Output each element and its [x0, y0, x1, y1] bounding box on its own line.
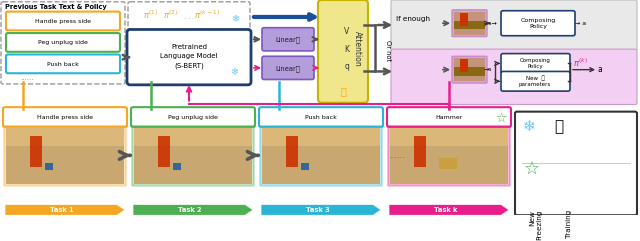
FancyBboxPatch shape [6, 12, 120, 30]
Text: New: New [529, 210, 535, 226]
Text: Linear🔥: Linear🔥 [276, 66, 300, 72]
FancyBboxPatch shape [128, 2, 250, 30]
FancyBboxPatch shape [387, 107, 511, 127]
Text: $\pi^{(k-1)}$: $\pi^{(k-1)}$ [194, 8, 220, 21]
Text: Peg unplug side: Peg unplug side [168, 115, 218, 120]
Text: 🔥: 🔥 [340, 86, 346, 96]
Text: ❄: ❄ [230, 67, 238, 77]
Text: $...$: $...$ [183, 12, 195, 21]
Bar [460, 59, 468, 72]
Text: ❄: ❄ [523, 119, 536, 134]
Bar [6, 128, 124, 184]
FancyBboxPatch shape [259, 107, 383, 127]
FancyBboxPatch shape [6, 33, 120, 52]
Text: →s: →s [484, 67, 493, 72]
Text: Peg unplug side: Peg unplug side [38, 40, 88, 45]
FancyBboxPatch shape [501, 11, 575, 36]
Text: Composing
Policy: Composing Policy [520, 58, 550, 69]
FancyBboxPatch shape [391, 0, 637, 51]
Polygon shape [5, 205, 125, 215]
Text: Task 3: Task 3 [306, 207, 330, 213]
Bar [262, 128, 380, 184]
Text: Task 1: Task 1 [50, 207, 74, 213]
Text: Or not: Or not [385, 40, 391, 61]
Text: Task k: Task k [435, 207, 458, 213]
Polygon shape [389, 205, 509, 215]
FancyBboxPatch shape [515, 112, 637, 215]
Bar [301, 162, 309, 170]
Text: ❄: ❄ [231, 14, 239, 24]
Bar [454, 12, 485, 35]
Text: $\pi^{(2)}$: $\pi^{(2)}$ [163, 8, 179, 21]
FancyBboxPatch shape [262, 28, 314, 51]
Bar [173, 162, 181, 170]
FancyBboxPatch shape [452, 10, 487, 37]
Text: Linear🔥: Linear🔥 [276, 37, 300, 43]
Bar [454, 67, 485, 76]
Text: → a: → a [575, 21, 586, 26]
Text: $\pi^{(1)}$: $\pi^{(1)}$ [143, 8, 158, 21]
FancyBboxPatch shape [131, 107, 255, 127]
Text: ......: ...... [20, 75, 33, 81]
FancyBboxPatch shape [132, 126, 254, 186]
Bar [390, 128, 508, 146]
Text: Handle press side: Handle press side [35, 19, 91, 24]
Bar [390, 128, 508, 184]
FancyBboxPatch shape [4, 126, 126, 186]
FancyBboxPatch shape [262, 56, 314, 80]
Text: V: V [344, 27, 349, 36]
Polygon shape [133, 205, 253, 215]
Bar [414, 136, 426, 167]
Bar [134, 128, 252, 146]
Bar [30, 136, 42, 167]
Text: Training: Training [566, 210, 572, 238]
Text: Composing
Policy: Composing Policy [520, 18, 556, 29]
FancyBboxPatch shape [501, 54, 570, 73]
FancyBboxPatch shape [1, 2, 125, 84]
Bar [45, 162, 53, 170]
Polygon shape [261, 205, 381, 215]
Text: ☆: ☆ [495, 111, 507, 124]
Text: $\pi^{(k)}$: $\pi^{(k)}$ [573, 56, 588, 69]
Text: Pretrained
Language Model
(S-BERT): Pretrained Language Model (S-BERT) [160, 44, 218, 69]
Text: Freezing: Freezing [536, 210, 542, 240]
FancyBboxPatch shape [391, 49, 637, 105]
Text: Attention: Attention [353, 31, 362, 67]
Text: ......: ...... [389, 151, 404, 160]
FancyBboxPatch shape [501, 71, 570, 91]
Bar [439, 158, 457, 169]
Text: Push back: Push back [47, 62, 79, 67]
Bar [286, 136, 298, 167]
Text: Previous Task Text & Policy: Previous Task Text & Policy [5, 4, 107, 10]
FancyBboxPatch shape [318, 0, 368, 103]
Text: Handle press side: Handle press side [37, 115, 93, 120]
Bar [6, 128, 124, 146]
FancyBboxPatch shape [260, 126, 382, 186]
Bar [134, 128, 252, 184]
FancyBboxPatch shape [3, 107, 127, 127]
Bar [158, 136, 170, 167]
Text: Push back: Push back [305, 115, 337, 120]
FancyBboxPatch shape [6, 54, 120, 73]
Bar [262, 128, 380, 146]
Bar [454, 20, 485, 29]
Text: Task 2: Task 2 [178, 207, 202, 213]
Text: Hammer: Hammer [435, 115, 463, 120]
Text: ☆: ☆ [524, 160, 540, 178]
Text: 🔥: 🔥 [554, 119, 564, 134]
Text: a: a [598, 65, 603, 74]
Text: →s→: →s→ [484, 21, 498, 26]
FancyBboxPatch shape [127, 29, 251, 85]
Text: If enough: If enough [396, 16, 430, 22]
FancyBboxPatch shape [452, 56, 487, 83]
Text: K: K [344, 45, 349, 54]
Bar [460, 13, 468, 26]
FancyBboxPatch shape [388, 126, 510, 186]
Bar [454, 58, 485, 81]
Text: q: q [344, 62, 349, 72]
Text: New  🔥
parameters: New 🔥 parameters [519, 76, 551, 87]
